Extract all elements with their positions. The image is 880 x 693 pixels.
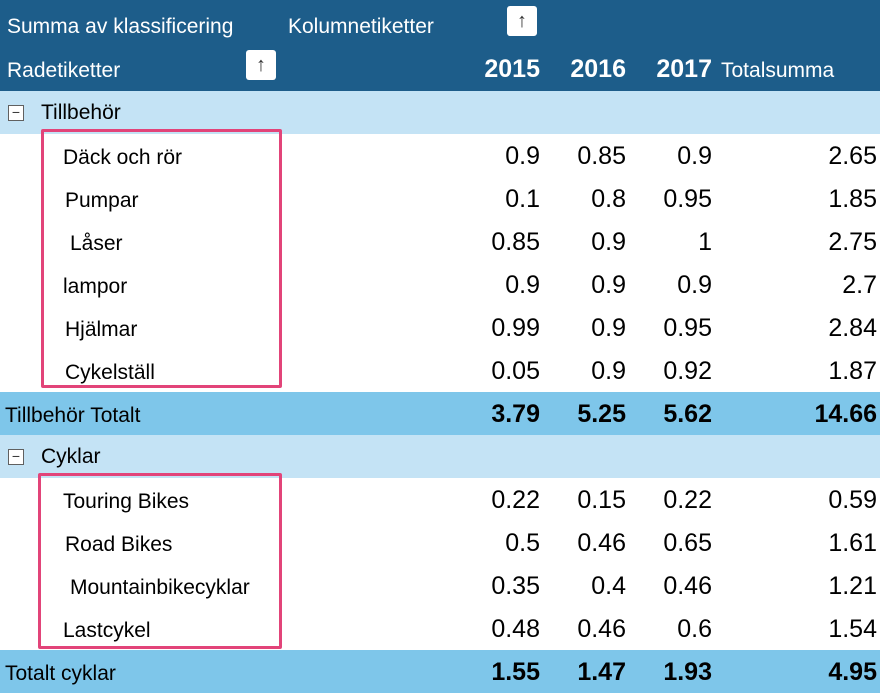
value-cell: 0.1 <box>505 185 540 213</box>
group-total-row: Tillbehör Totalt 3.79 5.25 5.62 14.66 <box>0 392 880 435</box>
value-cell: 0.92 <box>663 357 712 385</box>
row-labels-header[interactable]: Radetiketter <box>7 59 121 82</box>
grand-total-cell: 1.85 <box>828 185 877 213</box>
column-sort-button[interactable]: ↑ <box>507 6 537 36</box>
value-cell: 0.46 <box>577 615 626 643</box>
row-label: Road Bikes <box>65 533 173 556</box>
group-label: Tillbehör <box>41 101 121 124</box>
collapse-minus-icon[interactable]: − <box>8 105 24 121</box>
value-cell: 0.9 <box>677 142 712 170</box>
column-labels-header[interactable]: Kolumnetiketter <box>288 15 434 38</box>
grand-total-cell: 0.59 <box>828 486 877 514</box>
year-header-2015: 2015 <box>484 55 540 83</box>
value-cell: 0.95 <box>663 314 712 342</box>
group-total-label: Tillbehör Totalt <box>5 404 141 427</box>
pivot-header: Summa av klassificering Kolumnetiketter … <box>0 0 880 91</box>
grand-total-cell: 2.7 <box>842 271 877 299</box>
table-row[interactable]: Mountainbikecyklar 0.35 0.4 0.46 1.21 <box>0 564 880 607</box>
sort-ascending-arrow-icon: ↑ <box>256 54 266 76</box>
total-value-cell: 5.25 <box>577 400 626 428</box>
table-row[interactable]: Däck och rör 0.9 0.85 0.9 2.65 <box>0 134 880 177</box>
value-cell: 0.9 <box>677 271 712 299</box>
value-cell: 0.9 <box>591 357 626 385</box>
table-row[interactable]: Lastcykel 0.48 0.46 0.6 1.54 <box>0 607 880 650</box>
value-cell: 0.9 <box>591 271 626 299</box>
value-cell: 0.85 <box>577 142 626 170</box>
grand-total-cell: 1.87 <box>828 357 877 385</box>
total-value-cell: 1.55 <box>491 658 540 686</box>
group-label: Cyklar <box>41 445 101 468</box>
table-row[interactable]: Låser 0.85 0.9 1 2.75 <box>0 220 880 263</box>
table-row[interactable]: lampor 0.9 0.9 0.9 2.7 <box>0 263 880 306</box>
table-row[interactable]: Hjälmar 0.99 0.9 0.95 2.84 <box>0 306 880 349</box>
value-cell: 0.85 <box>491 228 540 256</box>
value-cell: 0.9 <box>591 314 626 342</box>
value-cell: 1 <box>698 228 712 256</box>
value-cell: 0.05 <box>491 357 540 385</box>
total-value-cell: 3.79 <box>491 400 540 428</box>
value-cell: 0.35 <box>491 572 540 600</box>
value-cell: 0.9 <box>505 142 540 170</box>
value-cell: 0.22 <box>663 486 712 514</box>
row-label: Touring Bikes <box>63 490 190 513</box>
value-cell: 0.15 <box>577 486 626 514</box>
table-row[interactable]: Road Bikes 0.5 0.46 0.65 1.61 <box>0 521 880 564</box>
row-label: Lastcykel <box>63 619 151 642</box>
row-label: lampor <box>63 275 128 298</box>
row-label: Hjälmar <box>65 318 138 341</box>
value-cell: 0.95 <box>663 185 712 213</box>
group-total-label: Totalt cyklar <box>5 662 116 685</box>
group-total-row: Totalt cyklar 1.55 1.47 1.93 4.95 <box>0 650 880 693</box>
value-cell: 0.99 <box>491 314 540 342</box>
value-cell: 0.9 <box>505 271 540 299</box>
total-value-cell: 1.47 <box>577 658 626 686</box>
table-row[interactable]: Touring Bikes 0.22 0.15 0.22 0.59 <box>0 478 880 521</box>
grand-total-cell: 1.54 <box>828 615 877 643</box>
row-label: Pumpar <box>65 189 139 212</box>
table-row[interactable]: Pumpar 0.1 0.8 0.95 1.85 <box>0 177 880 220</box>
grand-total-cell: 2.75 <box>828 228 877 256</box>
value-cell: 0.46 <box>663 572 712 600</box>
year-header-2017: 2017 <box>656 55 712 83</box>
value-cell: 0.65 <box>663 529 712 557</box>
row-label: Mountainbikecyklar <box>70 576 250 599</box>
value-cell: 0.9 <box>591 228 626 256</box>
total-value-cell: 5.62 <box>663 400 712 428</box>
highlight-box-tillbehor <box>41 129 282 388</box>
value-cell: 0.22 <box>491 486 540 514</box>
row-label: Låser <box>70 232 123 255</box>
total-value-cell: 4.95 <box>828 658 877 686</box>
grand-total-cell: 2.84 <box>828 314 877 342</box>
sort-ascending-arrow-icon: ↑ <box>517 10 527 32</box>
values-field-label[interactable]: Summa av klassificering <box>7 15 234 38</box>
grand-total-cell: 1.61 <box>828 529 877 557</box>
grand-total-cell: 2.65 <box>828 142 877 170</box>
row-label: Cykelställ <box>65 361 155 384</box>
row-label: Däck och rör <box>63 146 183 169</box>
value-cell: 0.6 <box>677 615 712 643</box>
group-header-row[interactable]: − Tillbehör <box>0 91 880 134</box>
total-value-cell: 1.93 <box>663 658 712 686</box>
year-header-2016: 2016 <box>570 55 626 83</box>
row-sort-button[interactable]: ↑ <box>246 50 276 80</box>
value-cell: 0.48 <box>491 615 540 643</box>
value-cell: 0.4 <box>591 572 626 600</box>
grand-total-header: Totalsumma <box>721 59 835 82</box>
group-header-row[interactable]: − Cyklar <box>0 435 880 478</box>
value-cell: 0.8 <box>591 185 626 213</box>
table-row[interactable]: Cykelställ 0.05 0.9 0.92 1.87 <box>0 349 880 392</box>
highlight-box-cyklar <box>38 473 282 649</box>
total-value-cell: 14.66 <box>814 400 877 428</box>
grand-total-cell: 1.21 <box>828 572 877 600</box>
collapse-minus-icon[interactable]: − <box>8 449 24 465</box>
value-cell: 0.5 <box>505 529 540 557</box>
value-cell: 0.46 <box>577 529 626 557</box>
